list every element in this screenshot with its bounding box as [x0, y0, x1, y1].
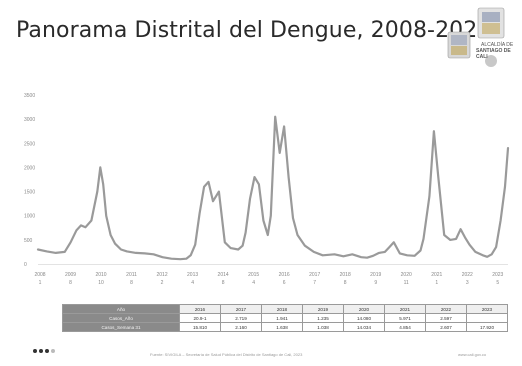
x-tick-label: 2013	[187, 272, 198, 278]
x-tick-label: 2014	[218, 272, 229, 278]
y-tick-label: 3000	[24, 117, 35, 123]
footer-url: www.cali.gov.co	[458, 352, 487, 357]
x-tick-sublabel: 2	[161, 280, 164, 286]
x-tick-sublabel: 4	[252, 280, 255, 286]
x-tick-label: 2021	[431, 272, 442, 278]
x-tick-sublabel: 8	[69, 280, 72, 286]
y-tick-label: 3500	[24, 93, 35, 99]
x-tick-sublabel: 6	[283, 280, 286, 286]
x-tick-sublabel: 1	[435, 280, 438, 286]
y-tick-label: 1500	[24, 190, 35, 196]
y-tick-label: 1000	[24, 214, 35, 220]
table-header-cell: 2017	[220, 304, 262, 314]
table-header-cell: 2019	[302, 304, 344, 314]
table-cell: 1.941	[261, 313, 303, 323]
logo-text-1: ALCALDÍA DE	[481, 42, 514, 48]
x-tick-sublabel: 1	[39, 280, 42, 286]
x-tick-label: 2019	[370, 272, 381, 278]
y-tick-label: 2000	[24, 165, 35, 171]
table-cell: 2.719	[220, 313, 262, 323]
cases-table: Año 2016 2017 2018 2019 2020 2021 2022 2…	[62, 304, 508, 332]
table-cell: 14.080	[343, 313, 385, 323]
table-header-cell: 2018	[261, 304, 303, 314]
x-tick-sublabel: 9	[374, 280, 377, 286]
x-tick-sublabel: 7	[313, 280, 316, 286]
logo-text-2: SANTIAGO DE CALI	[476, 48, 511, 60]
table-cell: 2.160	[220, 322, 262, 332]
x-tick-sublabel: 3	[466, 280, 469, 286]
dengue-line-chart: 3500 3000 2500 2000 1500 1000 500 0 2008 1 2009 8 20…	[24, 93, 510, 286]
table-cell: 20.9-1	[179, 313, 221, 323]
logo-area: ALCALDÍA DE SANTIAGO DE CALI	[438, 6, 518, 76]
footer-source: Fuente: SIVIGILA – Secretaría de Salud P…	[150, 352, 303, 357]
table-cell: 4.854	[384, 322, 426, 332]
x-tick-sublabel: 8	[222, 280, 225, 286]
x-tick-label: 2011	[126, 272, 137, 278]
table-header-row: Año 2016 2017 2018 2019 2020 2021 2022 2…	[62, 304, 508, 314]
x-tick-label: 2018	[340, 272, 351, 278]
y-tick-label: 500	[24, 238, 33, 244]
x-tick-label: 2015	[248, 272, 259, 278]
table-row-label: Casos_Semana 31	[62, 322, 180, 332]
table-cell: 5.971	[384, 313, 426, 323]
table-cell: 1.038	[302, 322, 344, 332]
slide-title: Panorama Distrital del Dengue, 2008-2023	[16, 18, 492, 43]
x-tick-sublabel: 10	[98, 280, 104, 286]
x-tick-label: 2009	[65, 272, 76, 278]
table-cell: 1.235	[302, 313, 344, 323]
x-tick-label: 2012	[157, 272, 168, 278]
x-tick-sublabel: 4	[191, 280, 194, 286]
table-row: Casos_Semana 31 15.810 2.160 1.638 1.038…	[62, 322, 508, 332]
y-tick-label: 2500	[24, 141, 35, 147]
x-tick-sublabel: 8	[130, 280, 133, 286]
table-header-cell: 2016	[179, 304, 221, 314]
pager-dot	[33, 349, 37, 353]
series-line	[36, 115, 510, 261]
x-tick-sublabel: 8	[344, 280, 347, 286]
table-header-cell: 2020	[343, 304, 385, 314]
x-tick-label: 2023	[492, 272, 503, 278]
table-cell: 17.920	[466, 322, 508, 332]
x-tick-label: 2008	[34, 272, 45, 278]
pager-dot	[45, 349, 49, 353]
seal-icon	[447, 7, 505, 67]
x-tick-label: 2020	[401, 272, 412, 278]
table-cell: 14.034	[343, 322, 385, 332]
table-header-cell: 2022	[425, 304, 467, 314]
table-header-cell: 2023	[466, 304, 508, 314]
x-tick-sublabel: 5	[496, 280, 499, 286]
slide-pager-dots	[33, 349, 55, 353]
table-cell: 1.638	[261, 322, 303, 332]
pager-dot	[39, 349, 43, 353]
table-header-cell: Año	[62, 304, 180, 314]
table-cell: 15.810	[179, 322, 221, 332]
x-tick-label: 2016	[279, 272, 290, 278]
x-tick-label: 2022	[462, 272, 473, 278]
table-row: Casos_Año 20.9-1 2.719 1.941 1.235 14.08…	[62, 313, 508, 323]
x-tick-label: 2017	[309, 272, 320, 278]
y-tick-label: 0	[24, 262, 27, 268]
table-row-label: Casos_Año	[62, 313, 180, 323]
table-cell: 2.597	[425, 313, 467, 323]
table-cell	[466, 313, 508, 323]
x-tick-label: 2010	[95, 272, 106, 278]
pager-dot	[51, 349, 55, 353]
table-cell: 2.607	[425, 322, 467, 332]
table-header-cell: 2021	[384, 304, 426, 314]
x-tick-sublabel: 11	[404, 280, 409, 286]
